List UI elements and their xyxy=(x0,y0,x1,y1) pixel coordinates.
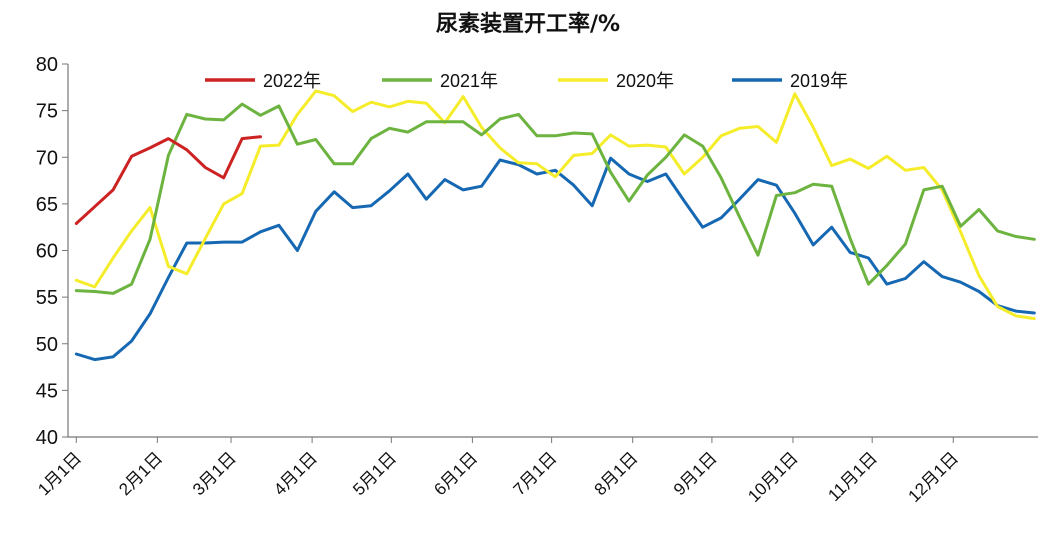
y-tick-label: 45 xyxy=(36,380,58,402)
y-tick-label: 50 xyxy=(36,334,58,356)
x-tick-label: 8月1日 xyxy=(591,448,642,499)
x-tick-label: 12月1日 xyxy=(905,448,963,506)
y-tick-label: 60 xyxy=(36,241,58,263)
x-tick-label: 9月1日 xyxy=(670,448,721,499)
legend-label: 2019年 xyxy=(790,71,848,91)
y-tick-label: 80 xyxy=(36,54,58,76)
legend-label: 2020年 xyxy=(616,71,674,91)
y-tick-label: 65 xyxy=(36,194,58,216)
y-tick-label: 70 xyxy=(36,147,58,169)
legend-label: 2021年 xyxy=(440,71,498,91)
y-tick-label: 75 xyxy=(36,101,58,123)
series-line-2020年 xyxy=(74,89,1036,321)
series-line-2021年 xyxy=(74,102,1036,295)
x-tick-label: 3月1日 xyxy=(189,448,240,499)
x-tick-label: 2月1日 xyxy=(115,448,166,499)
series-line-2022年 xyxy=(74,135,262,225)
y-tick-label: 40 xyxy=(36,427,58,449)
x-tick-label: 4月1日 xyxy=(270,448,321,499)
x-tick-label: 7月1日 xyxy=(510,448,561,499)
x-tick-label: 1月1日 xyxy=(34,448,85,499)
chart-title: 尿素装置开工率/% xyxy=(435,12,621,37)
x-tick-label: 6月1日 xyxy=(430,448,481,499)
series-line-2019年 xyxy=(74,156,1036,362)
x-tick-label: 11月1日 xyxy=(824,448,881,505)
legend-label: 2022年 xyxy=(263,71,321,91)
x-tick-label: 5月1日 xyxy=(349,448,400,499)
y-tick-label: 55 xyxy=(36,287,58,309)
x-tick-label: 10月1日 xyxy=(744,448,802,506)
